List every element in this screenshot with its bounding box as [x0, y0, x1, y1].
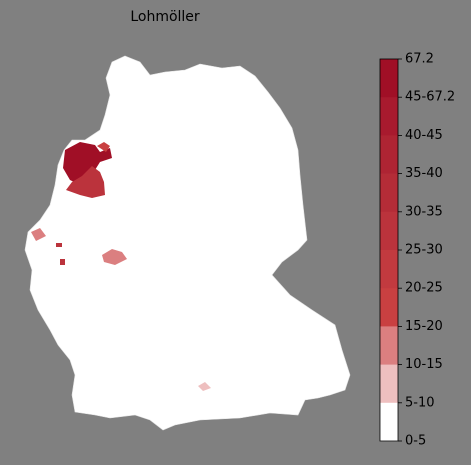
- region-dark: [63, 142, 112, 184]
- colorbar-frame: [379, 58, 399, 442]
- colorbar-label: 0-5: [405, 434, 426, 449]
- colorbar-label: 15-20: [405, 319, 443, 334]
- colorbar-label: 25-30: [405, 243, 443, 258]
- colorbar-label: 67.2: [405, 52, 434, 67]
- colorbar-segment: [380, 250, 398, 289]
- colorbar-segment: [380, 364, 398, 404]
- region-pink: [31, 228, 46, 241]
- colorbar-label: 35-40: [405, 166, 443, 181]
- colorbar-label: 45-67.2: [405, 90, 455, 105]
- colorbar-segment: [380, 135, 398, 174]
- region-red: [66, 166, 105, 198]
- colorbar: 67.2 45-67.2 40-45 35-40 30-35 25-30 20-25 15-2…: [379, 52, 455, 449]
- colorbar-segment: [380, 173, 398, 213]
- colorbar-label: 5-10: [405, 395, 435, 410]
- region-light: [198, 382, 211, 391]
- region-red-dot: [56, 243, 62, 247]
- map-title: Lohmöller: [130, 9, 200, 25]
- colorbar-segment: [380, 59, 398, 98]
- colorbar-segment: [380, 402, 398, 442]
- germany-map: [24, 55, 351, 431]
- colorbar-label: 20-25: [405, 281, 443, 296]
- colorbar-segment: [380, 97, 398, 136]
- colorbar-label: 40-45: [405, 128, 443, 143]
- colorbar-label: 30-35: [405, 204, 443, 219]
- colorbar-segment: [380, 211, 398, 251]
- colorbar-segment: [380, 288, 398, 327]
- region-pink: [102, 249, 127, 265]
- region-red-small: [97, 142, 110, 152]
- colorbar-segment: [380, 326, 398, 365]
- colorbar-label: 10-15: [405, 357, 443, 372]
- region-red-dot: [60, 259, 65, 265]
